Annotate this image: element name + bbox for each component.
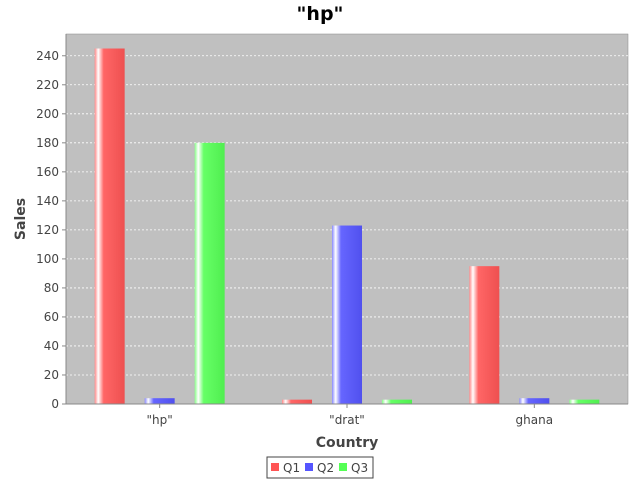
x-axis-label: Country (316, 435, 379, 451)
x-tick-label: ghana (516, 413, 554, 427)
y-tick-label: 40 (44, 339, 59, 353)
y-tick-label: 200 (36, 107, 59, 121)
y-tick-label: 140 (36, 194, 59, 208)
bar-q2-0 (144, 398, 175, 404)
legend-box (266, 456, 374, 479)
bar-q1-1 (282, 399, 312, 404)
legend-label-q2: Q2 (317, 461, 334, 475)
legend-label-q1: Q1 (283, 461, 300, 475)
y-tick-label: 0 (51, 397, 59, 411)
y-tick-label: 120 (36, 223, 59, 237)
bar-q1-0 (94, 48, 125, 405)
y-tick-label: 240 (36, 49, 59, 63)
y-tick-label: 100 (36, 252, 59, 266)
bar-q3-2 (569, 399, 600, 404)
bar-q3-0 (194, 142, 225, 404)
y-axis-ticks: 0 20 40 60 80 100 120 140 160 180 200 220 240 (36, 49, 66, 411)
x-tick-label: "hp" (147, 413, 173, 427)
x-axis-ticks: "hp" "drat" ghana (147, 404, 554, 427)
bar-q2-2 (519, 398, 550, 404)
legend: Q1 Q2 Q3 (266, 456, 374, 479)
legend-swatch-q1 (271, 463, 279, 471)
legend-swatch-q3 (339, 463, 347, 471)
y-tick-label: 80 (44, 281, 59, 295)
y-axis-label: Sales (13, 198, 29, 240)
x-tick-label: "drat" (329, 413, 365, 427)
y-tick-label: 160 (36, 165, 59, 179)
bar-q2-1 (332, 225, 362, 404)
y-tick-label: 180 (36, 136, 59, 150)
legend-swatch-q2 (305, 463, 313, 471)
chart-title: "hp" (297, 3, 344, 25)
bar-q1-2 (469, 266, 500, 404)
bar-q3-1 (382, 399, 412, 404)
y-tick-label: 220 (36, 78, 59, 92)
bars (94, 48, 600, 405)
y-tick-label: 20 (44, 368, 59, 382)
legend-label-q3: Q3 (351, 461, 368, 475)
y-tick-label: 60 (44, 310, 59, 324)
